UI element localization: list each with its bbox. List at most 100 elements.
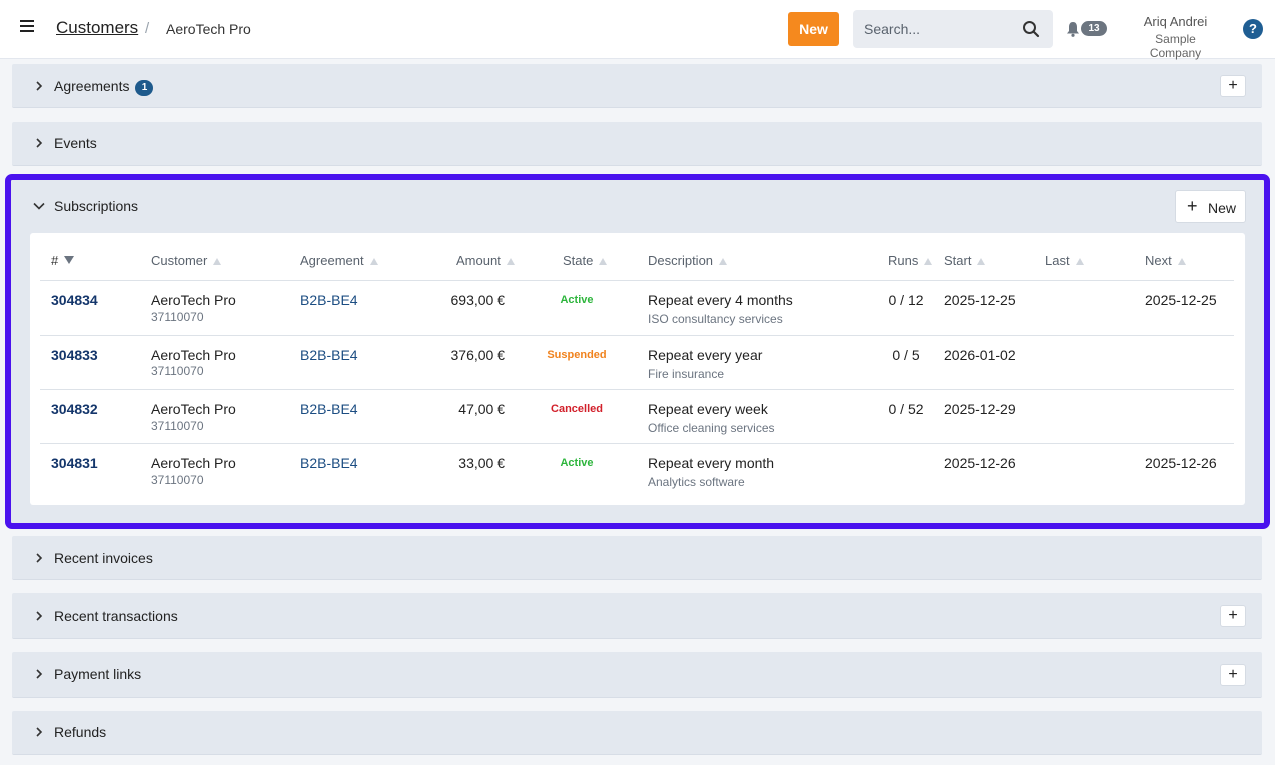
- subscription-id-link[interactable]: 304832: [51, 401, 98, 417]
- column-header-state[interactable]: State: [563, 253, 608, 268]
- sort-icon: [1177, 258, 1186, 265]
- breadcrumb-customers-link[interactable]: Customers: [56, 18, 139, 37]
- refunds-panel: Refunds: [12, 711, 1262, 755]
- add-payment-link-button[interactable]: +: [1220, 664, 1246, 686]
- amount: 33,00 €: [458, 455, 505, 471]
- help-icon[interactable]: ?: [1243, 19, 1263, 39]
- subscription-id-link[interactable]: 304833: [51, 347, 98, 363]
- chevron-right-icon: [36, 611, 43, 621]
- customer-name: AeroTech Pro: [151, 347, 236, 363]
- search-icon[interactable]: [1022, 20, 1040, 38]
- customer-number: 37110070: [151, 473, 204, 487]
- chevron-right-icon: [36, 669, 43, 679]
- payment-links-panel: Payment links +: [12, 652, 1262, 698]
- recent-transactions-panel: Recent transactions +: [12, 593, 1262, 639]
- column-header-next[interactable]: Next: [1145, 253, 1186, 268]
- agreement-link[interactable]: B2B-BE4: [300, 455, 358, 471]
- chevron-right-icon: [36, 81, 43, 91]
- amount: 376,00 €: [450, 347, 506, 363]
- sort-icon: [719, 258, 728, 265]
- column-header-start[interactable]: Start: [944, 253, 986, 268]
- agreement-link[interactable]: B2B-BE4: [300, 347, 358, 363]
- sort-icon: [977, 258, 986, 265]
- header-divider: [40, 280, 1234, 281]
- recent-invoices-panel: Recent invoices: [12, 536, 1262, 580]
- description: Repeat every year: [648, 347, 763, 363]
- status-badge: Cancelled: [551, 403, 603, 415]
- notifications-badge[interactable]: 13: [1081, 21, 1107, 36]
- column-header-customer[interactable]: Customer: [151, 253, 222, 268]
- payment-links-title: Payment links: [54, 666, 142, 682]
- row-divider: [40, 443, 1234, 444]
- top-bar: Customers / AeroTech Pro New 13 Ariq And…: [0, 0, 1275, 60]
- chevron-down-icon: [33, 202, 45, 210]
- payment-links-panel-header[interactable]: Payment links: [12, 652, 1262, 697]
- recent-invoices-panel-header[interactable]: Recent invoices: [12, 536, 1262, 579]
- column-header-agreement[interactable]: Agreement: [300, 253, 378, 268]
- customer-name: AeroTech Pro: [151, 292, 236, 308]
- subscriptions-panel-header[interactable]: Subscriptions: [11, 180, 411, 230]
- events-panel-header[interactable]: Events: [12, 122, 1262, 165]
- column-header-description[interactable]: Description: [648, 253, 728, 268]
- next-date: 2025-12-26: [1145, 455, 1217, 471]
- new-subscription-button[interactable]: + New: [1175, 190, 1246, 223]
- column-header-id[interactable]: #: [51, 253, 75, 268]
- sort-icon: [213, 258, 222, 265]
- subscriptions-title: Subscriptions: [54, 198, 139, 214]
- subscriptions-table: [30, 233, 1245, 505]
- customer-name: AeroTech Pro: [151, 401, 236, 417]
- new-subscription-label: New: [1208, 200, 1237, 216]
- subscription-id-link[interactable]: 304834: [51, 292, 98, 308]
- agreement-link[interactable]: B2B-BE4: [300, 401, 358, 417]
- events-panel: Events: [12, 122, 1262, 166]
- customer-number: 37110070: [151, 419, 204, 433]
- breadcrumb-current: AeroTech Pro: [166, 21, 251, 37]
- description: Repeat every 4 months: [648, 292, 793, 308]
- recent-transactions-panel-header[interactable]: Recent transactions: [12, 593, 1262, 638]
- customer-name: AeroTech Pro: [151, 455, 236, 471]
- breadcrumb-separator: /: [145, 20, 150, 37]
- next-date: 2025-12-25: [1145, 292, 1217, 308]
- description: Repeat every month: [648, 455, 775, 471]
- add-transaction-button[interactable]: +: [1220, 605, 1246, 627]
- agreements-panel-header[interactable]: Agreements 1: [12, 64, 1262, 107]
- amount: 693,00 €: [450, 292, 506, 308]
- agreements-panel: Agreements 1 +: [12, 64, 1262, 108]
- column-header-last[interactable]: Last: [1045, 253, 1084, 268]
- new-button[interactable]: New: [788, 12, 839, 46]
- sort-desc-icon: [64, 256, 75, 264]
- amount: 47,00 €: [458, 401, 505, 417]
- events-title: Events: [54, 135, 97, 151]
- user-name[interactable]: Ariq Andrei: [1143, 14, 1208, 29]
- agreements-title: Agreements 1: [54, 78, 154, 96]
- start-date: 2025-12-26: [944, 455, 1016, 471]
- sort-icon: [599, 258, 608, 265]
- customer-number: 37110070: [151, 364, 204, 378]
- refunds-panel-header[interactable]: Refunds: [12, 711, 1262, 754]
- menu-icon[interactable]: [20, 20, 34, 38]
- start-date: 2025-12-25: [944, 292, 1016, 308]
- customer-number: 37110070: [151, 310, 204, 324]
- description-subtext: Analytics software: [648, 475, 745, 489]
- description: Repeat every week: [648, 401, 768, 417]
- subscription-id-link[interactable]: 304831: [51, 455, 98, 471]
- bell-icon[interactable]: [1066, 21, 1080, 37]
- refunds-title: Refunds: [54, 724, 107, 740]
- agreements-count-badge: 1: [135, 80, 154, 96]
- add-agreement-button[interactable]: +: [1220, 75, 1246, 97]
- search-input[interactable]: [853, 10, 1018, 48]
- runs: 0 / 12: [888, 292, 924, 308]
- sort-icon: [924, 258, 933, 265]
- sort-icon: [506, 258, 515, 265]
- agreement-link[interactable]: B2B-BE4: [300, 292, 358, 308]
- recent-invoices-title: Recent invoices: [54, 550, 153, 566]
- search-box: [853, 10, 1053, 48]
- chevron-right-icon: [36, 727, 43, 737]
- column-header-runs[interactable]: Runs: [888, 253, 933, 268]
- column-header-amount[interactable]: Amount: [456, 253, 515, 268]
- chevron-right-icon: [36, 553, 43, 563]
- status-badge: Active: [560, 457, 594, 469]
- plus-icon: +: [1187, 196, 1198, 216]
- recent-transactions-title: Recent transactions: [54, 608, 178, 624]
- sort-icon: [1075, 258, 1084, 265]
